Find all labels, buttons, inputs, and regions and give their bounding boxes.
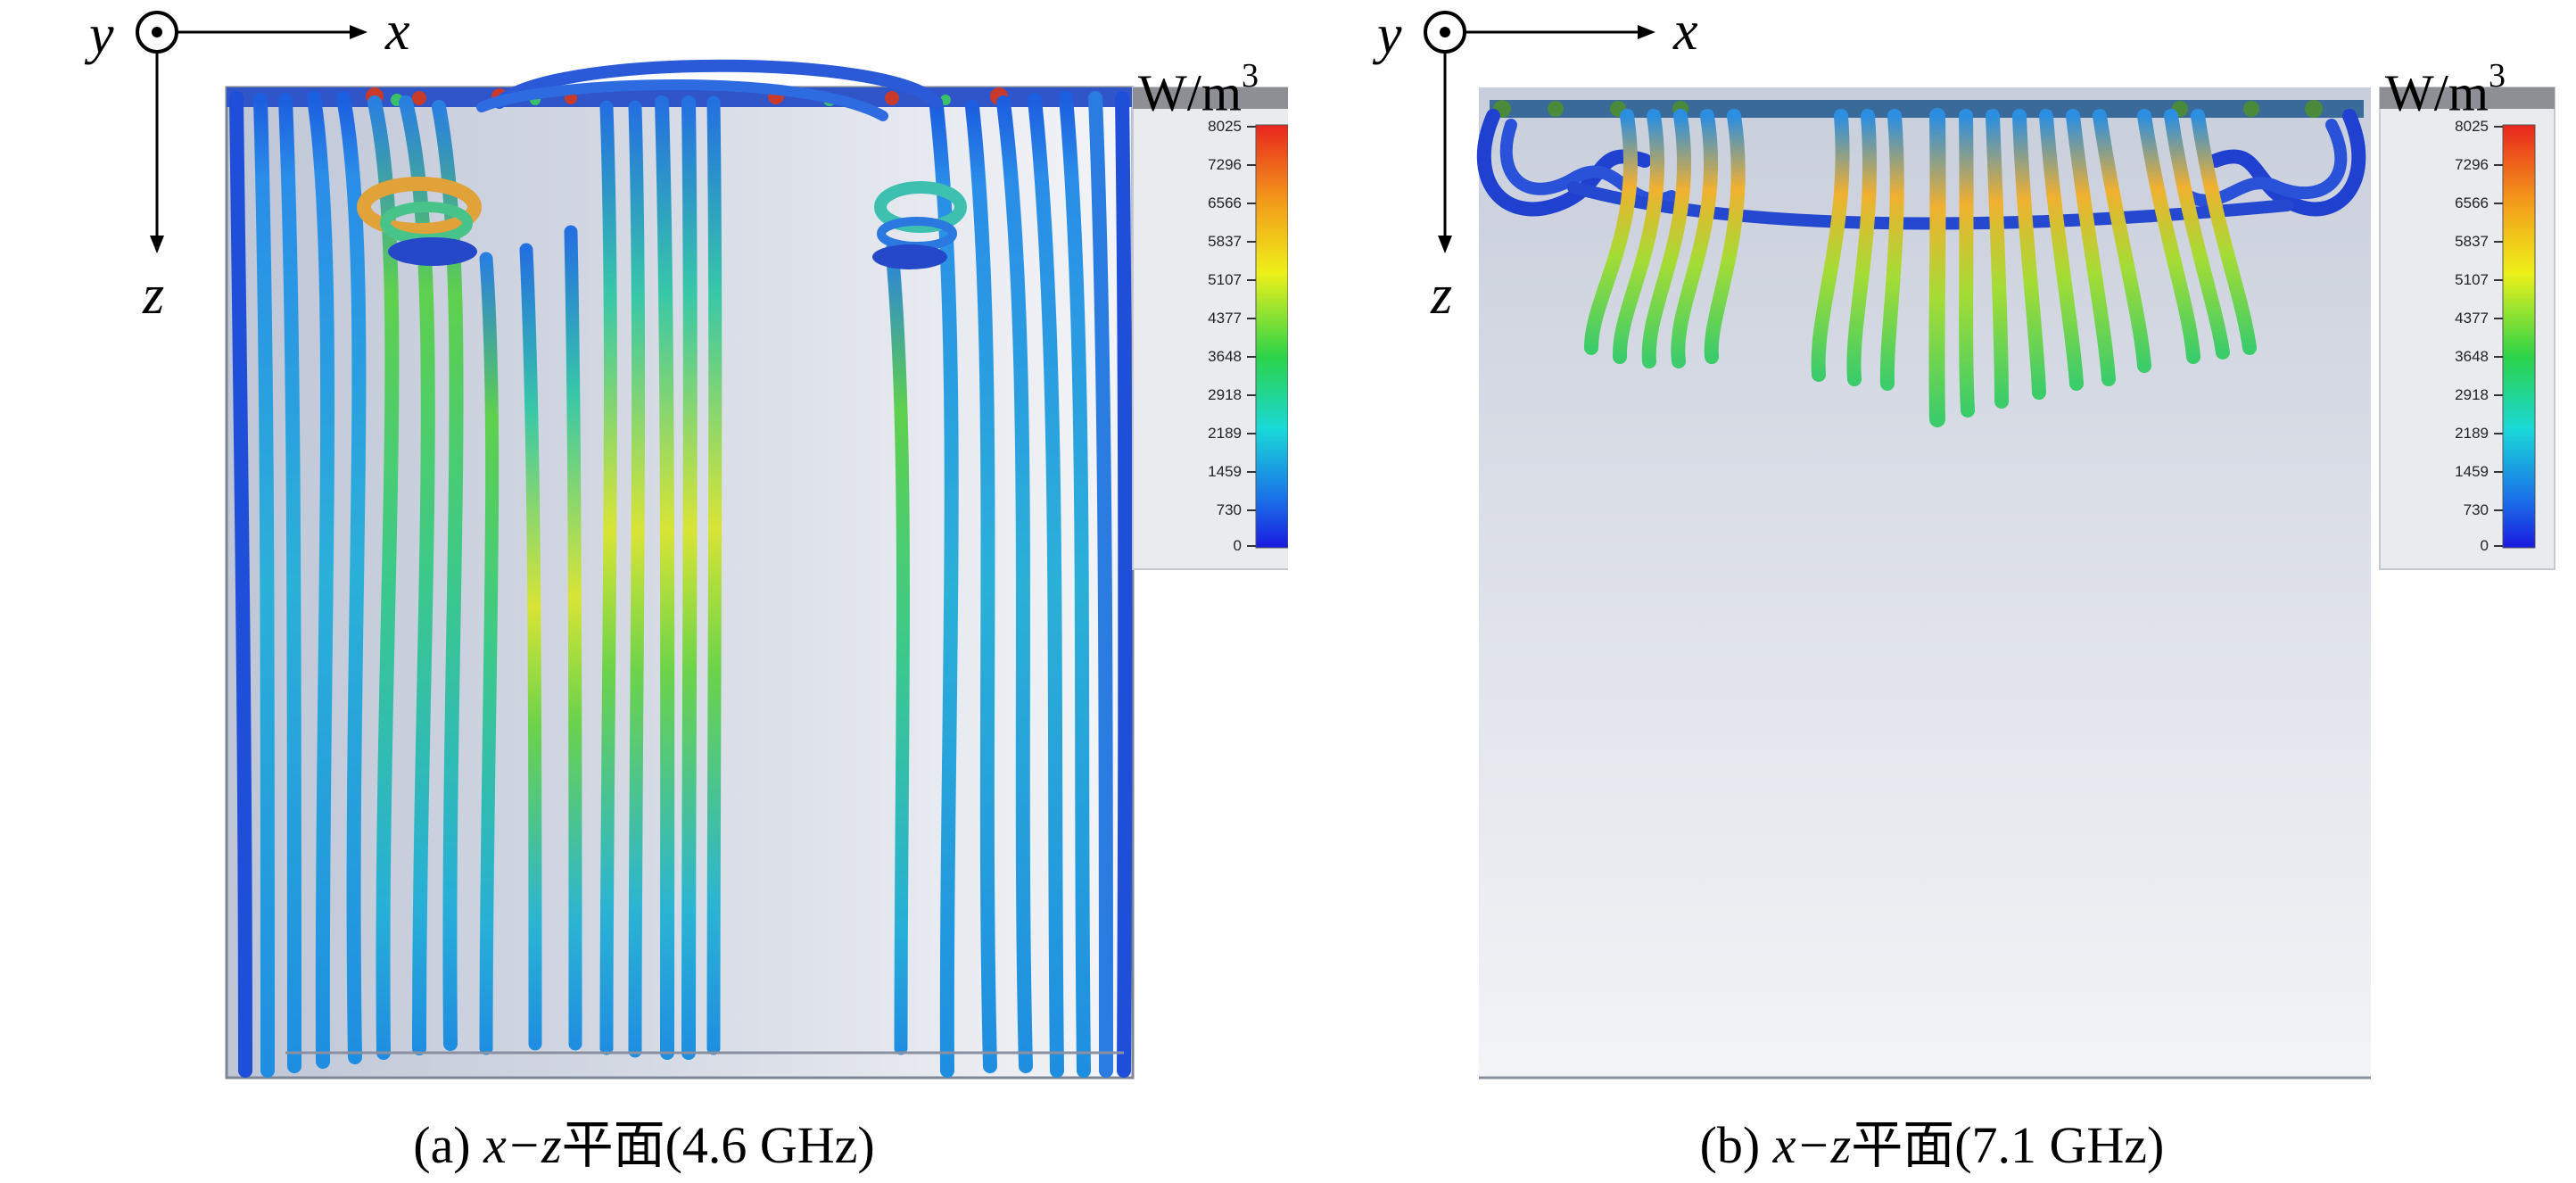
colorbar-tick-label: 5107 — [2455, 271, 2489, 288]
colorbar-tick-label: 730 — [2463, 501, 2489, 518]
caption-b: (b) x−z平面(7.1 GHz) — [1288, 1117, 2576, 1174]
colorbar-tick-label: 0 — [1233, 537, 1242, 554]
caption-a-freq: (4.6 GHz) — [665, 1116, 875, 1174]
colorbar-tick-label: 5107 — [1208, 271, 1242, 288]
axis-triad-a — [136, 11, 367, 253]
vortex-rings-a — [357, 177, 967, 269]
colorbar-tick-label: 5837 — [2455, 233, 2489, 250]
colorbar-tick-label: 5837 — [1208, 233, 1242, 250]
colorbar-tick-label: 2918 — [2455, 386, 2489, 403]
colorbar-tick-label: 3648 — [2455, 348, 2489, 365]
caption-b-plane: x−z — [1772, 1116, 1852, 1174]
colorbar-unit-b: W/m3 — [2385, 57, 2506, 122]
colorbar-tick-label: 1459 — [1208, 463, 1242, 480]
streamline-render-b — [1424, 11, 2555, 1080]
colorbar-tick-label: 2189 — [2455, 425, 2489, 442]
axis-label-z: z — [1431, 265, 1453, 326]
caption-a-plane-cn: 平面 — [561, 1116, 665, 1174]
streamline-render-a — [136, 11, 1288, 1080]
caption-a-prefix: (a) — [413, 1116, 484, 1174]
colorbar-tick-label: 0 — [2480, 537, 2489, 554]
colorbar-tick-label: 8025 — [1208, 118, 1242, 135]
colorbar-tick-label: 1459 — [2455, 463, 2489, 480]
colorbar-tick-label: 2918 — [1208, 386, 1242, 403]
colorbar-ticks-b — [2494, 126, 2503, 547]
axis-label-z: z — [143, 265, 165, 326]
caption-b-prefix: (b) — [1699, 1116, 1773, 1174]
colorbar-a — [1255, 124, 1288, 549]
colorbar-tick-label: 4377 — [2455, 310, 2489, 327]
panel-a: y x z W/m3 8025 7296 6566 5837 5107 4377… — [0, 1, 1288, 1174]
axis-label-x: x — [1673, 1, 1698, 62]
axis-triad-b — [1424, 11, 1655, 253]
streamlines-b — [1476, 108, 2366, 1079]
caption-b-freq: (7.1 GHz) — [1954, 1116, 2165, 1174]
colorbar-tick-label: 8025 — [2455, 118, 2489, 135]
axis-label-y: y — [89, 4, 114, 65]
caption-b-plane-cn: 平面 — [1851, 1116, 1955, 1174]
panel-b: y x z W/m3 8025 7296 6566 5837 5107 4377… — [1288, 0, 2576, 1183]
colorbar-tick-label: 2189 — [1208, 425, 1242, 442]
colorbar-unit-a: W/m3 — [1138, 57, 1259, 122]
caption-a: (a) x−z平面(4.6 GHz) — [0, 1117, 1288, 1174]
colorbar-tick-label: 730 — [1216, 501, 1242, 518]
colorbar-tick-label: 6566 — [2455, 194, 2489, 211]
colorbar-ticks-a — [1247, 126, 1256, 547]
colorbar-tick-label: 4377 — [1208, 310, 1242, 327]
axis-label-y: y — [1377, 4, 1402, 65]
caption-a-plane: x−z — [483, 1116, 562, 1174]
colorbar-b — [2502, 124, 2536, 549]
colorbar-tick-label: 6566 — [1208, 194, 1242, 211]
axis-label-x: x — [385, 1, 410, 62]
colorbar-tick-label: 7296 — [2455, 156, 2489, 173]
colorbar-tick-label: 7296 — [1208, 156, 1242, 173]
colorbar-tick-label: 3648 — [1208, 348, 1242, 365]
